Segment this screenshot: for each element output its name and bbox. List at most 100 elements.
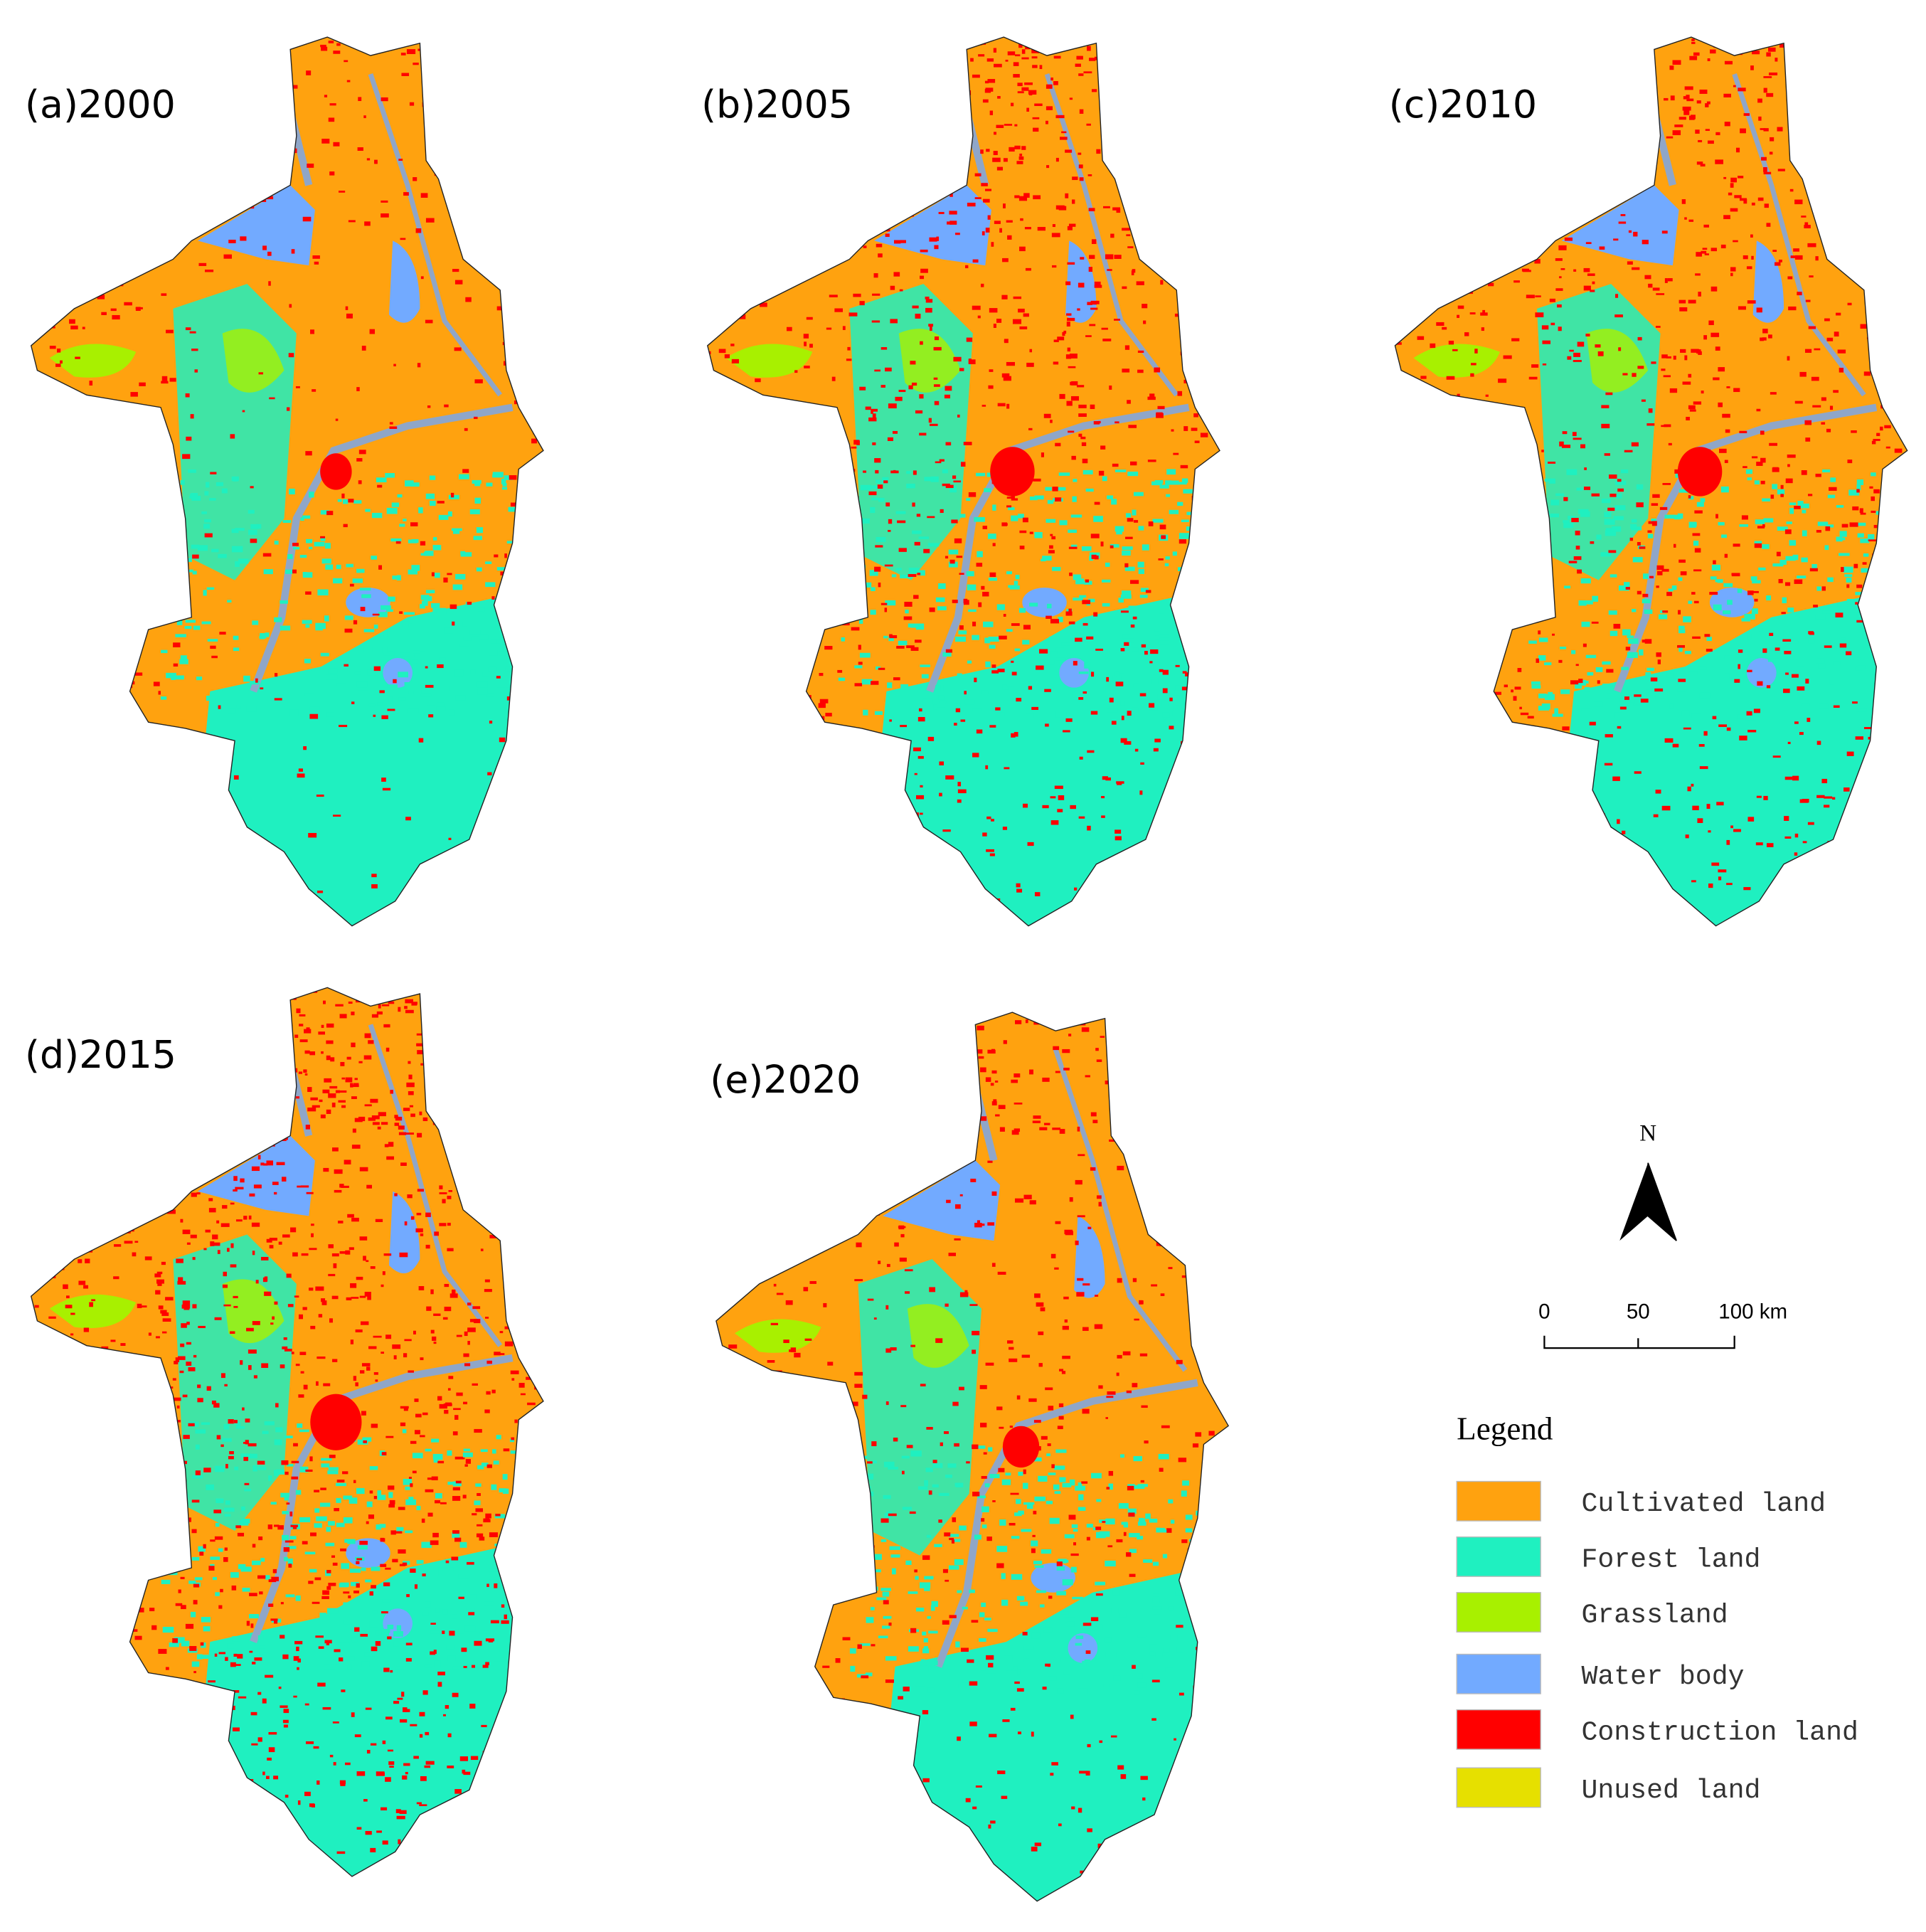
construction-patch (964, 691, 967, 695)
construction-patch (916, 95, 923, 100)
forest-patch (1084, 662, 1092, 669)
construction-patch (1403, 171, 1411, 174)
construction-patch (1488, 607, 1491, 611)
construction-patch (522, 1006, 526, 1011)
construction-patch (292, 1252, 298, 1257)
construction-patch (1079, 756, 1083, 760)
construction-patch (366, 1366, 371, 1371)
forest-patch (1172, 711, 1181, 716)
construction-patch (476, 1804, 484, 1809)
construction-patch (1871, 510, 1876, 514)
construction-patch (848, 63, 857, 66)
construction-patch (289, 304, 292, 308)
forest-patch (275, 1427, 283, 1433)
construction-patch (722, 285, 728, 290)
construction-patch (725, 285, 733, 290)
construction-patch (996, 319, 1002, 323)
construction-patch (903, 616, 913, 620)
construction-patch (409, 102, 415, 106)
construction-patch (1617, 488, 1624, 492)
construction-patch (1836, 832, 1845, 835)
construction-patch (1197, 381, 1206, 386)
construction-patch (1086, 636, 1094, 639)
construction-patch (235, 1187, 244, 1190)
construction-patch (837, 669, 843, 673)
forest-patch (1008, 507, 1015, 511)
construction-patch (1558, 168, 1564, 171)
construction-patch (166, 1469, 171, 1475)
construction-patch (1613, 238, 1619, 241)
construction-patch (1812, 405, 1821, 408)
construction-patch (486, 1464, 492, 1468)
construction-patch (968, 492, 977, 497)
construction-patch (1096, 149, 1101, 154)
construction-patch (102, 622, 105, 627)
construction-patch (1178, 831, 1184, 834)
construction-patch (1906, 398, 1908, 402)
construction-patch (1212, 351, 1219, 357)
construction-patch (512, 1092, 519, 1096)
construction-patch (1637, 590, 1642, 595)
construction-patch (252, 1544, 256, 1548)
construction-patch (181, 1605, 186, 1610)
construction-patch (1024, 82, 1033, 85)
forest-patch (179, 659, 188, 664)
construction-patch (829, 469, 834, 474)
construction-patch (1045, 723, 1049, 727)
construction-patch (1893, 398, 1899, 403)
forest-patch (216, 1498, 224, 1504)
forest-patch (474, 497, 481, 504)
construction-patch (387, 708, 395, 711)
construction-patch (1405, 232, 1408, 235)
construction-patch (93, 1012, 99, 1017)
construction-patch (416, 1043, 425, 1046)
construction-patch (982, 591, 989, 597)
construction-patch (1826, 212, 1831, 218)
construction-patch (288, 1093, 292, 1096)
construction-patch (316, 890, 324, 893)
forest-patch (489, 649, 498, 656)
forest-patch (948, 561, 958, 568)
forest-patch (427, 1571, 439, 1576)
construction-patch (760, 681, 765, 684)
construction-patch (1664, 38, 1674, 41)
construction-patch (388, 1142, 394, 1147)
construction-patch (1519, 751, 1526, 754)
construction-patch (456, 1334, 462, 1337)
land-use-map (31, 37, 543, 926)
construction-patch (326, 511, 334, 516)
forest-patch (1800, 503, 1809, 509)
construction-patch (180, 1343, 185, 1347)
construction-patch (1648, 76, 1653, 82)
construction-patch (1718, 724, 1728, 727)
construction-patch (760, 484, 766, 487)
construction-patch (1085, 335, 1092, 337)
forest-patch (1787, 607, 1794, 613)
construction-patch (1696, 161, 1703, 165)
construction-patch (472, 1513, 477, 1516)
construction-patch (1023, 313, 1029, 317)
construction-patch (315, 1635, 324, 1638)
forest-patch (420, 604, 425, 609)
construction-patch (305, 1125, 310, 1130)
construction-patch (400, 1719, 408, 1723)
construction-patch (1105, 58, 1110, 61)
forest-patch (421, 687, 432, 694)
construction-patch (137, 1303, 142, 1308)
forest-patch (1616, 494, 1622, 499)
construction-patch (872, 739, 877, 743)
construction-patch (1563, 60, 1568, 64)
forest-patch (1580, 511, 1590, 517)
construction-patch (130, 1504, 138, 1508)
construction-patch (208, 1198, 213, 1201)
construction-patch (486, 169, 491, 174)
construction-patch (1699, 89, 1708, 94)
construction-patch (1188, 299, 1191, 302)
construction-patch (233, 1664, 241, 1666)
construction-patch (91, 1136, 94, 1140)
construction-patch (293, 1656, 299, 1661)
construction-patch (1531, 498, 1536, 503)
forest-patch (1629, 699, 1637, 703)
construction-patch (122, 219, 127, 224)
forest-patch (1166, 469, 1176, 475)
